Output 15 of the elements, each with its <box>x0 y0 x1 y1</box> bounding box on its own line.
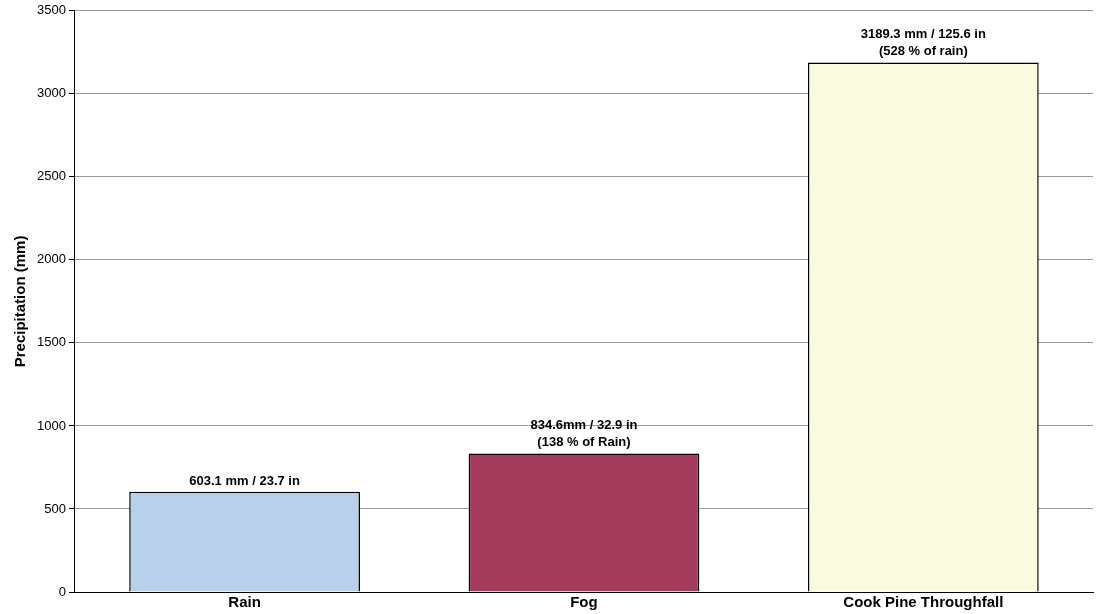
y-tick-label: 2000 <box>37 251 66 267</box>
data-label: 3189.3 mm / 125.6 in (528 % of rain) <box>860 26 986 59</box>
y-tick-label: 1500 <box>37 334 66 350</box>
y-tick-label: 3500 <box>37 2 66 18</box>
y-tick-label: 2500 <box>37 168 66 184</box>
data-label: 834.6mm / 32.9 in (138 % of Rain) <box>530 417 638 450</box>
y-tick-label: 1000 <box>37 417 66 433</box>
y-tick-label: 0 <box>58 583 66 599</box>
data-label: 603.1 mm / 23.7 in <box>189 472 300 488</box>
x-tick-label: Cook Pine Throughfall <box>843 593 1004 611</box>
y-tick-label: 500 <box>44 500 66 516</box>
y-tick-label: 3000 <box>37 85 66 101</box>
y-axis-title: Precipitation (mm) <box>11 235 29 368</box>
x-tick-label: Rain <box>228 593 261 611</box>
x-tick-label: Fog <box>570 593 598 611</box>
